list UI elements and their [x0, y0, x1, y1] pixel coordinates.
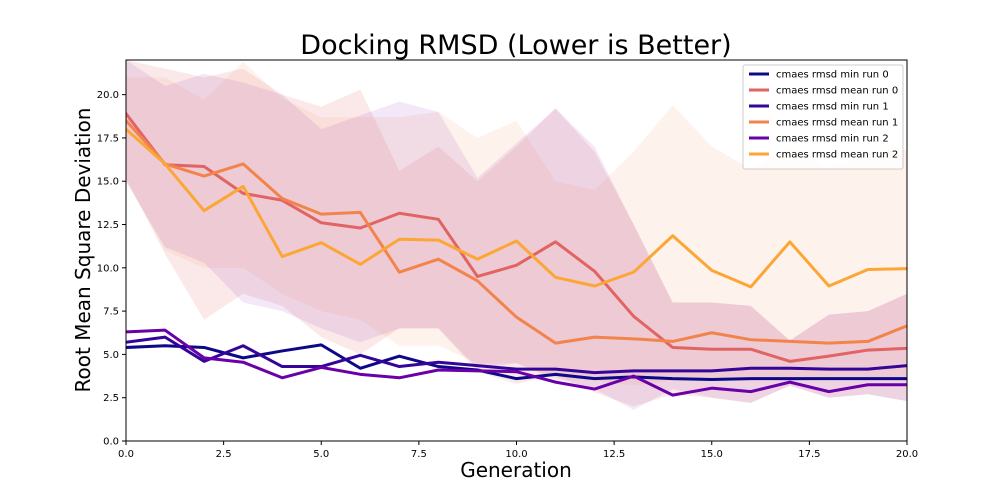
legend-box [742, 64, 904, 170]
y-tick-label: 20.0 [97, 90, 119, 101]
y-tick-label: 10.0 [97, 263, 119, 274]
y-tick-label: 2.5 [103, 393, 119, 404]
x-tick-label: 7.5 [411, 449, 427, 460]
x-axis-ticks: 0.0 2.5 5.0 7.5 10.0 12.5 15.0 17.5 20.0 [118, 441, 918, 460]
legend-label: cmaes rmsd min run 1 [776, 102, 889, 113]
x-tick-label: 0.0 [118, 449, 134, 460]
x-tick-label: 12.5 [603, 449, 625, 460]
x-tick-label: 15.0 [701, 449, 723, 460]
series-line-0 [126, 343, 907, 382]
x-tick-label: 20.0 [896, 449, 918, 460]
y-tick-label: 17.5 [97, 133, 119, 144]
chart-title: Docking RMSD (Lower is Better) [300, 30, 731, 61]
legend: cmaes rmsd min run 0 cmaes rmsd mean run … [742, 64, 904, 170]
legend-label: cmaes rmsd mean run 2 [776, 150, 898, 161]
series-line-5 [126, 127, 907, 289]
y-axis-ticks: 0.0 2.5 5.0 7.5 10.0 12.5 15.0 17.5 20.0 [97, 90, 126, 448]
band-2 [126, 60, 907, 410]
series-line-1 [126, 111, 907, 363]
y-tick-label: 7.5 [103, 307, 119, 318]
series-lines [126, 111, 907, 397]
y-tick-label: 5.0 [103, 350, 119, 361]
series-line-3 [126, 118, 907, 345]
legend-label: cmaes rmsd min run 0 [776, 70, 889, 81]
x-tick-label: 5.0 [313, 449, 329, 460]
y-tick-label: 0.0 [103, 437, 119, 448]
confidence-bands [126, 60, 907, 410]
series-line-4 [126, 328, 907, 397]
y-tick-label: 12.5 [97, 220, 119, 231]
y-tick-label: 15.0 [97, 177, 119, 188]
legend-label: cmaes rmsd min run 2 [776, 134, 889, 145]
y-axis-label: Root Mean Square Deviation [71, 108, 95, 393]
x-axis-label: Generation [460, 458, 572, 482]
x-tick-label: 10.0 [505, 449, 527, 460]
band-0 [126, 60, 907, 407]
x-tick-label: 17.5 [798, 449, 820, 460]
series-line-2 [126, 335, 907, 375]
legend-label: cmaes rmsd mean run 1 [776, 118, 898, 129]
x-tick-label: 2.5 [216, 449, 232, 460]
band-1 [126, 61, 907, 386]
legend-label: cmaes rmsd mean run 0 [776, 86, 898, 97]
